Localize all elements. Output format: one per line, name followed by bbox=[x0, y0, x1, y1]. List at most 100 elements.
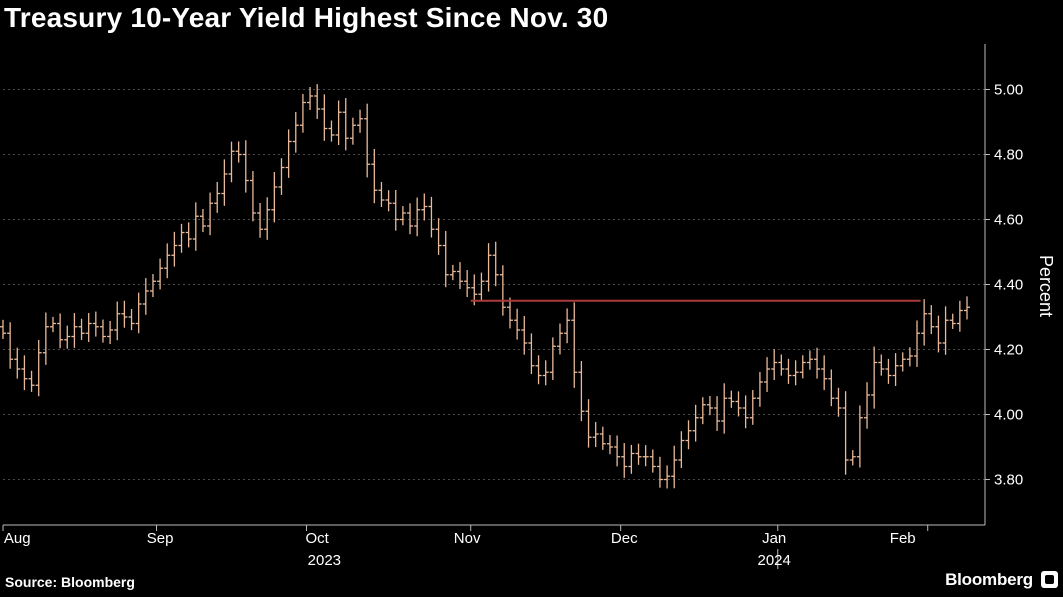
ohlc-bar bbox=[128, 309, 135, 331]
ohlc-bar bbox=[414, 197, 421, 237]
axes bbox=[2, 44, 990, 569]
ohlc-bar bbox=[871, 346, 878, 409]
gridlines bbox=[3, 89, 985, 480]
ohlc-bar bbox=[407, 203, 414, 235]
ohlc-bar bbox=[28, 370, 35, 392]
ohlc-bar bbox=[599, 426, 606, 450]
ohlc-bar bbox=[749, 390, 756, 425]
ohlc-bar bbox=[564, 308, 571, 344]
ohlc-bar bbox=[42, 312, 49, 365]
ohlc-bar bbox=[892, 353, 899, 386]
ohlc-bar bbox=[371, 148, 378, 204]
ohlc-bar bbox=[928, 305, 935, 335]
ohlc-bar bbox=[764, 357, 771, 392]
ohlc-bar bbox=[285, 129, 292, 178]
ohlc-bar bbox=[421, 193, 428, 221]
x-month-label: Feb bbox=[890, 530, 916, 547]
ohlc-bar bbox=[21, 355, 28, 391]
ohlc-bar bbox=[99, 319, 106, 343]
ohlc-bar bbox=[257, 202, 264, 238]
ohlc-bar bbox=[49, 316, 56, 333]
ohlc-bar bbox=[792, 360, 799, 386]
ohlc-bar bbox=[464, 270, 471, 298]
ohlc-bar bbox=[714, 396, 721, 431]
ohlc-bar bbox=[549, 337, 556, 380]
ohlc-bar bbox=[85, 313, 92, 342]
ohlc-bar bbox=[664, 465, 671, 489]
x-month-label: Nov bbox=[454, 530, 481, 547]
ohlc-bar bbox=[492, 241, 499, 287]
ohlc-bar bbox=[478, 272, 485, 302]
ohlc-bar bbox=[78, 318, 85, 340]
ohlc-bar bbox=[149, 274, 156, 298]
ohlc-bar bbox=[785, 358, 792, 384]
ohlc-bar bbox=[328, 120, 335, 142]
ohlc-bar bbox=[114, 301, 121, 341]
y-tick-label: 4.00 bbox=[994, 407, 1023, 424]
ohlc-bar bbox=[742, 395, 749, 429]
ohlc-bar bbox=[671, 445, 678, 489]
ohlc-bar bbox=[485, 243, 492, 292]
ohlc-bar bbox=[842, 391, 849, 475]
ohlc-bar bbox=[914, 320, 921, 367]
ohlc-bar bbox=[64, 325, 71, 349]
ohlc-bar bbox=[556, 323, 563, 355]
ohlc-bar bbox=[164, 243, 171, 279]
ohlc-bar bbox=[271, 172, 278, 223]
ohlc-bar bbox=[542, 360, 549, 386]
ohlc-bar bbox=[756, 371, 763, 407]
ohlc-bar bbox=[314, 84, 321, 119]
ohlc-bar bbox=[656, 456, 663, 488]
ohlc-bar bbox=[942, 306, 949, 355]
x-month-label: Aug bbox=[4, 530, 31, 547]
ohlc-bar bbox=[349, 117, 356, 145]
ohlc-bar bbox=[499, 265, 506, 316]
x-month-label: Oct bbox=[306, 530, 330, 547]
ohlc-bar bbox=[578, 361, 585, 422]
ohlc-bar bbox=[528, 333, 535, 375]
ohlc-series bbox=[0, 84, 970, 489]
ohlc-bar bbox=[14, 347, 21, 379]
source-note: Source: Bloomberg bbox=[5, 574, 135, 590]
ohlc-bar bbox=[606, 435, 613, 455]
ohlc-bar bbox=[514, 308, 521, 340]
ohlc-bar bbox=[107, 320, 114, 345]
ohlc-bar bbox=[7, 322, 14, 369]
ohlc-bar bbox=[935, 315, 942, 353]
ohlc-bar bbox=[121, 300, 128, 328]
ohlc-bar bbox=[864, 382, 871, 429]
ohlc-bar bbox=[385, 190, 392, 212]
bloomberg-square-icon bbox=[1041, 571, 1058, 588]
ohlc-bar bbox=[535, 355, 542, 385]
ohlc-bar bbox=[814, 347, 821, 379]
ohlc-bar bbox=[614, 435, 621, 467]
x-month-label: Sep bbox=[147, 530, 174, 547]
x-month-label: Dec bbox=[611, 530, 638, 547]
ohlc-bar bbox=[192, 202, 199, 251]
y-tick-label: 3.80 bbox=[994, 472, 1023, 489]
y-tick-label: 4.40 bbox=[994, 277, 1023, 294]
ohlc-bar bbox=[506, 297, 513, 329]
ohlc-bar bbox=[292, 112, 299, 153]
ohlc-bar bbox=[428, 196, 435, 238]
ohlc-bar bbox=[771, 349, 778, 381]
ohlc-bar bbox=[699, 397, 706, 425]
y-axis-title: Percent bbox=[1036, 255, 1056, 317]
ohlc-bar bbox=[214, 181, 221, 213]
ohlc-bar bbox=[228, 141, 235, 183]
ohlc-bar bbox=[35, 340, 42, 397]
ohlc-bar bbox=[728, 390, 735, 408]
x-month-label: Jan bbox=[762, 530, 786, 547]
ohlc-bar bbox=[949, 313, 956, 329]
ohlc-bar bbox=[442, 230, 449, 288]
ohlc-bar bbox=[92, 311, 99, 337]
ohlc-bar bbox=[435, 218, 442, 255]
ohlc-bar bbox=[592, 422, 599, 448]
ohlc-bar bbox=[235, 141, 242, 163]
ohlc-bar bbox=[342, 98, 349, 151]
y-tick-label: 4.20 bbox=[994, 342, 1023, 359]
x-year-label: 2024 bbox=[758, 552, 791, 569]
ohlc-bar bbox=[399, 206, 406, 226]
ohlc-bar bbox=[71, 313, 78, 348]
